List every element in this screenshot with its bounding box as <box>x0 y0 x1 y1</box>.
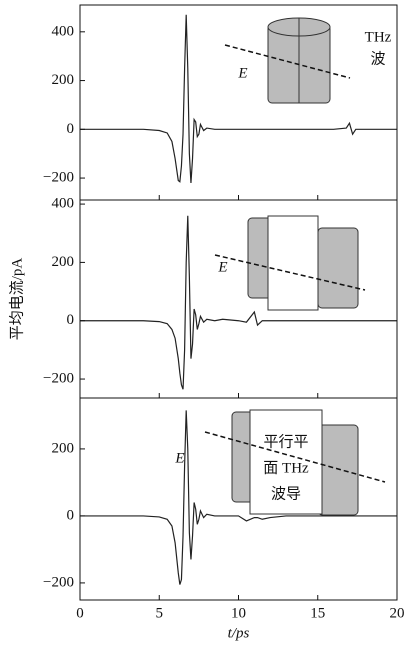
arrow <box>204 431 386 483</box>
panel: −200 0 200 400 <box>43 4 398 201</box>
plot-frame <box>79 4 398 201</box>
arrow <box>214 254 366 291</box>
inset-diagram: 平行平 面 THz 波导 E <box>174 409 386 516</box>
plate <box>249 409 323 515</box>
x-tick-label: 15 <box>310 605 325 621</box>
data-line <box>80 410 397 585</box>
cylinder <box>317 424 359 516</box>
x-tick-label: 20 <box>390 605 405 621</box>
y-tick-label: 0 <box>67 121 75 137</box>
x-axis-label: t/ps <box>228 625 250 641</box>
y-tick-label: 400 <box>52 23 75 39</box>
annotation: 波导 <box>271 485 301 502</box>
y-tick-label: −200 <box>43 370 74 386</box>
annotation: E <box>217 259 227 275</box>
y-tick-label: 0 <box>67 507 75 523</box>
x-tick-label: 10 <box>231 605 246 621</box>
data-line <box>80 14 397 183</box>
annotation: E <box>174 450 184 466</box>
data-line <box>80 215 397 390</box>
annotation: THz <box>365 29 392 45</box>
y-tick-label: 200 <box>52 72 75 88</box>
annotation: 面 THz <box>263 460 309 476</box>
y-tick-label: −200 <box>43 574 74 590</box>
y-tick-label: −200 <box>43 170 74 186</box>
cylinder <box>317 227 359 309</box>
y-tick-label: 0 <box>67 312 75 328</box>
y-axis-label: 平均电流/pA <box>8 258 25 341</box>
annotation: 波 <box>370 50 385 67</box>
x-tick-label: 5 <box>156 605 164 621</box>
y-tick-label: 400 <box>52 196 75 212</box>
arrow <box>224 44 351 79</box>
y-tick-label: 200 <box>52 254 75 270</box>
x-tick-label: 0 <box>76 605 84 621</box>
annotation: E <box>237 65 247 81</box>
inset-diagram: THz 波 E <box>224 17 392 104</box>
y-tick-label: 200 <box>52 440 75 456</box>
inset-diagram: E <box>214 215 366 311</box>
plate <box>267 215 319 311</box>
annotation: 平行平 <box>263 433 308 450</box>
